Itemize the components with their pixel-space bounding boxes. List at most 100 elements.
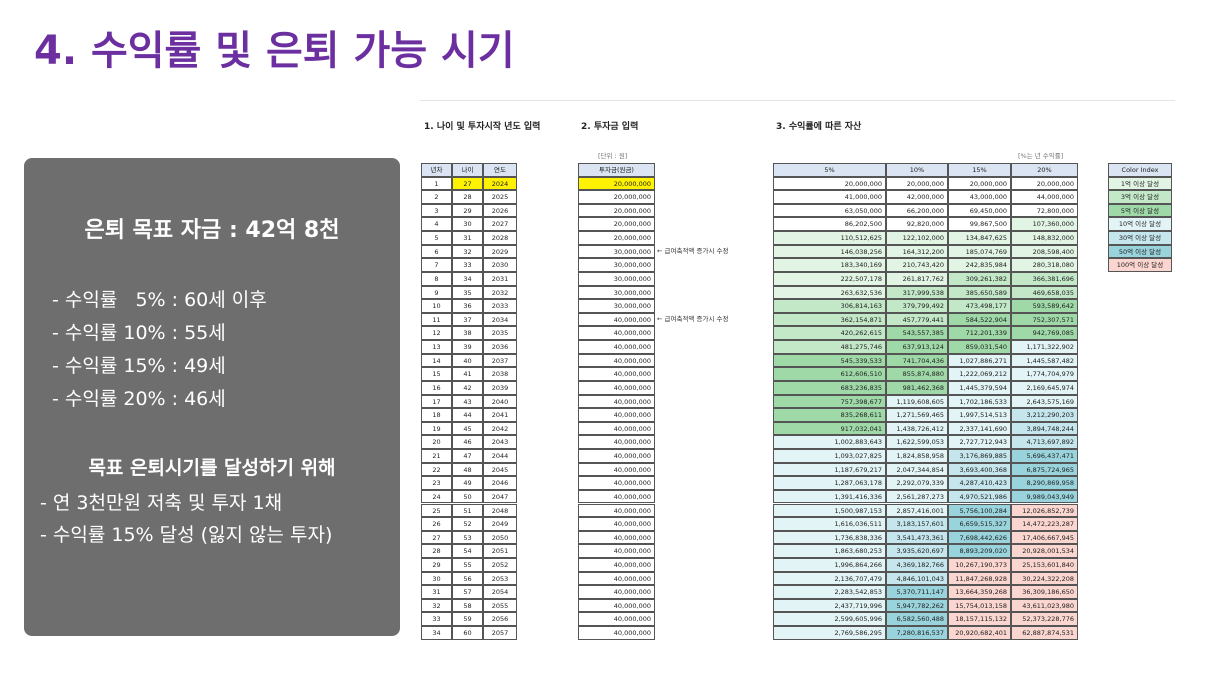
age: 50 xyxy=(452,489,483,504)
asset-value: 420,262,615 xyxy=(773,326,886,341)
asset-value: 2,169,645,974 xyxy=(1011,380,1078,395)
asset-value: 5,756,100,284 xyxy=(948,503,1011,518)
year-number: 14 xyxy=(421,353,452,368)
asset-value: 1,445,379,594 xyxy=(948,380,1011,395)
year: 2057 xyxy=(483,626,517,640)
asset-value: 1,445,587,482 xyxy=(1011,353,1078,368)
asset-value: 1,027,886,271 xyxy=(948,353,1011,368)
asset-value: 3,693,400,368 xyxy=(948,462,1011,477)
asset-value: 52,373,228,776 xyxy=(1011,612,1078,627)
age: 60 xyxy=(452,626,483,640)
year: 2041 xyxy=(483,408,517,422)
asset-value: 4,713,697,892 xyxy=(1011,435,1078,449)
year: 2044 xyxy=(483,449,517,463)
year: 2028 xyxy=(483,231,517,245)
year: 2053 xyxy=(483,571,517,586)
asset-value: 1,824,858,958 xyxy=(886,449,948,463)
year-number: 12 xyxy=(421,326,452,341)
year-number: 27 xyxy=(421,530,452,545)
asset-value: 6,875,724,965 xyxy=(1011,462,1078,477)
investment: 40,000,000 xyxy=(578,421,655,436)
year-number: 7 xyxy=(421,258,452,272)
investment: 20,000,000 xyxy=(578,217,655,232)
asset-value: 1,736,838,336 xyxy=(773,530,886,545)
asset-value: 280,318,080 xyxy=(1011,258,1078,272)
age: 54 xyxy=(452,544,483,558)
investment: 40,000,000 xyxy=(578,462,655,477)
age: 41 xyxy=(452,367,483,381)
year: 2035 xyxy=(483,326,517,341)
color-index-item: 3억 이상 달성 xyxy=(1108,190,1172,204)
asset-value: 20,000,000 xyxy=(948,176,1011,191)
asset-value: 148,832,000 xyxy=(1011,231,1078,245)
asset-value: 942,769,085 xyxy=(1011,326,1078,341)
asset-value: 8,893,209,020 xyxy=(948,544,1011,558)
year-number: 8 xyxy=(421,271,452,286)
color-index-item: 50억 이상 달성 xyxy=(1108,244,1172,259)
investment: 40,000,000 xyxy=(578,340,655,354)
asset-value: 20,000,000 xyxy=(773,176,886,191)
age: 57 xyxy=(452,585,483,599)
color-index-item: 30억 이상 달성 xyxy=(1108,231,1172,245)
asset-value: 2,136,707,479 xyxy=(773,571,886,586)
asset-value: 306,814,163 xyxy=(773,299,886,313)
asset-value: 261,817,762 xyxy=(886,271,948,286)
age: 46 xyxy=(452,435,483,449)
year-number: 30 xyxy=(421,571,452,586)
year: 2032 xyxy=(483,285,517,300)
age: 59 xyxy=(452,612,483,627)
investment: 30,000,000 xyxy=(578,258,655,272)
asset-value: 146,038,256 xyxy=(773,244,886,259)
investment: 20,000,000 xyxy=(578,176,655,191)
asset-value: 1,119,608,605 xyxy=(886,394,948,409)
year: 2054 xyxy=(483,585,517,599)
investment: 40,000,000 xyxy=(578,380,655,395)
investment: 20,000,000 xyxy=(578,203,655,218)
asset-value: 92,820,000 xyxy=(886,217,948,232)
asset-value: 69,450,000 xyxy=(948,203,1011,218)
age: 32 xyxy=(452,244,483,259)
year-number: 2 xyxy=(421,190,452,204)
asset-value: 36,309,186,650 xyxy=(1011,585,1078,599)
year-number: 4 xyxy=(421,217,452,232)
year: 2030 xyxy=(483,258,517,272)
asset-value: 2,337,141,690 xyxy=(948,421,1011,436)
asset-value: 317,999,538 xyxy=(886,285,948,300)
year: 2038 xyxy=(483,367,517,381)
asset-value: 1,222,069,212 xyxy=(948,367,1011,381)
age: 33 xyxy=(452,258,483,272)
year-number: 1 xyxy=(421,176,452,191)
slide-title: 4. 수익률 및 은퇴 가능 시기 xyxy=(34,28,515,74)
year: 2047 xyxy=(483,489,517,504)
asset-value: 122,102,000 xyxy=(886,231,948,245)
asset-value: 835,268,611 xyxy=(773,408,886,422)
rate-line: - 수익률 5% : 60세 이후 xyxy=(52,289,267,311)
asset-value: 1,616,036,511 xyxy=(773,517,886,531)
age: 31 xyxy=(452,231,483,245)
year: 2031 xyxy=(483,271,517,286)
year-number: 24 xyxy=(421,489,452,504)
asset-value: 379,799,492 xyxy=(886,299,948,313)
asset-value: 2,643,575,169 xyxy=(1011,394,1078,409)
asset-value: 584,522,904 xyxy=(948,312,1011,327)
investment: 30,000,000 xyxy=(578,285,655,300)
investment-note: ← 급여축적액 증가시 수정 xyxy=(657,246,729,255)
year: 2037 xyxy=(483,353,517,368)
investment: 40,000,000 xyxy=(578,517,655,531)
asset-value: 4,287,410,423 xyxy=(948,476,1011,490)
asset-value: 43,611,023,980 xyxy=(1011,598,1078,613)
asset-value: 3,935,620,697 xyxy=(886,544,948,558)
asset-value: 25,153,601,840 xyxy=(1011,557,1078,572)
age: 28 xyxy=(452,190,483,204)
investment: 40,000,000 xyxy=(578,312,655,327)
investment: 20,000,000 xyxy=(578,190,655,204)
year: 2040 xyxy=(483,394,517,409)
asset-value: 62,887,874,531 xyxy=(1011,626,1078,640)
year-number: 31 xyxy=(421,585,452,599)
asset-value: 1,187,679,217 xyxy=(773,462,886,477)
investment: 40,000,000 xyxy=(578,435,655,449)
investment: 40,000,000 xyxy=(578,626,655,640)
asset-value: 86,202,500 xyxy=(773,217,886,232)
investment: 40,000,000 xyxy=(578,353,655,368)
asset-value: 362,154,871 xyxy=(773,312,886,327)
